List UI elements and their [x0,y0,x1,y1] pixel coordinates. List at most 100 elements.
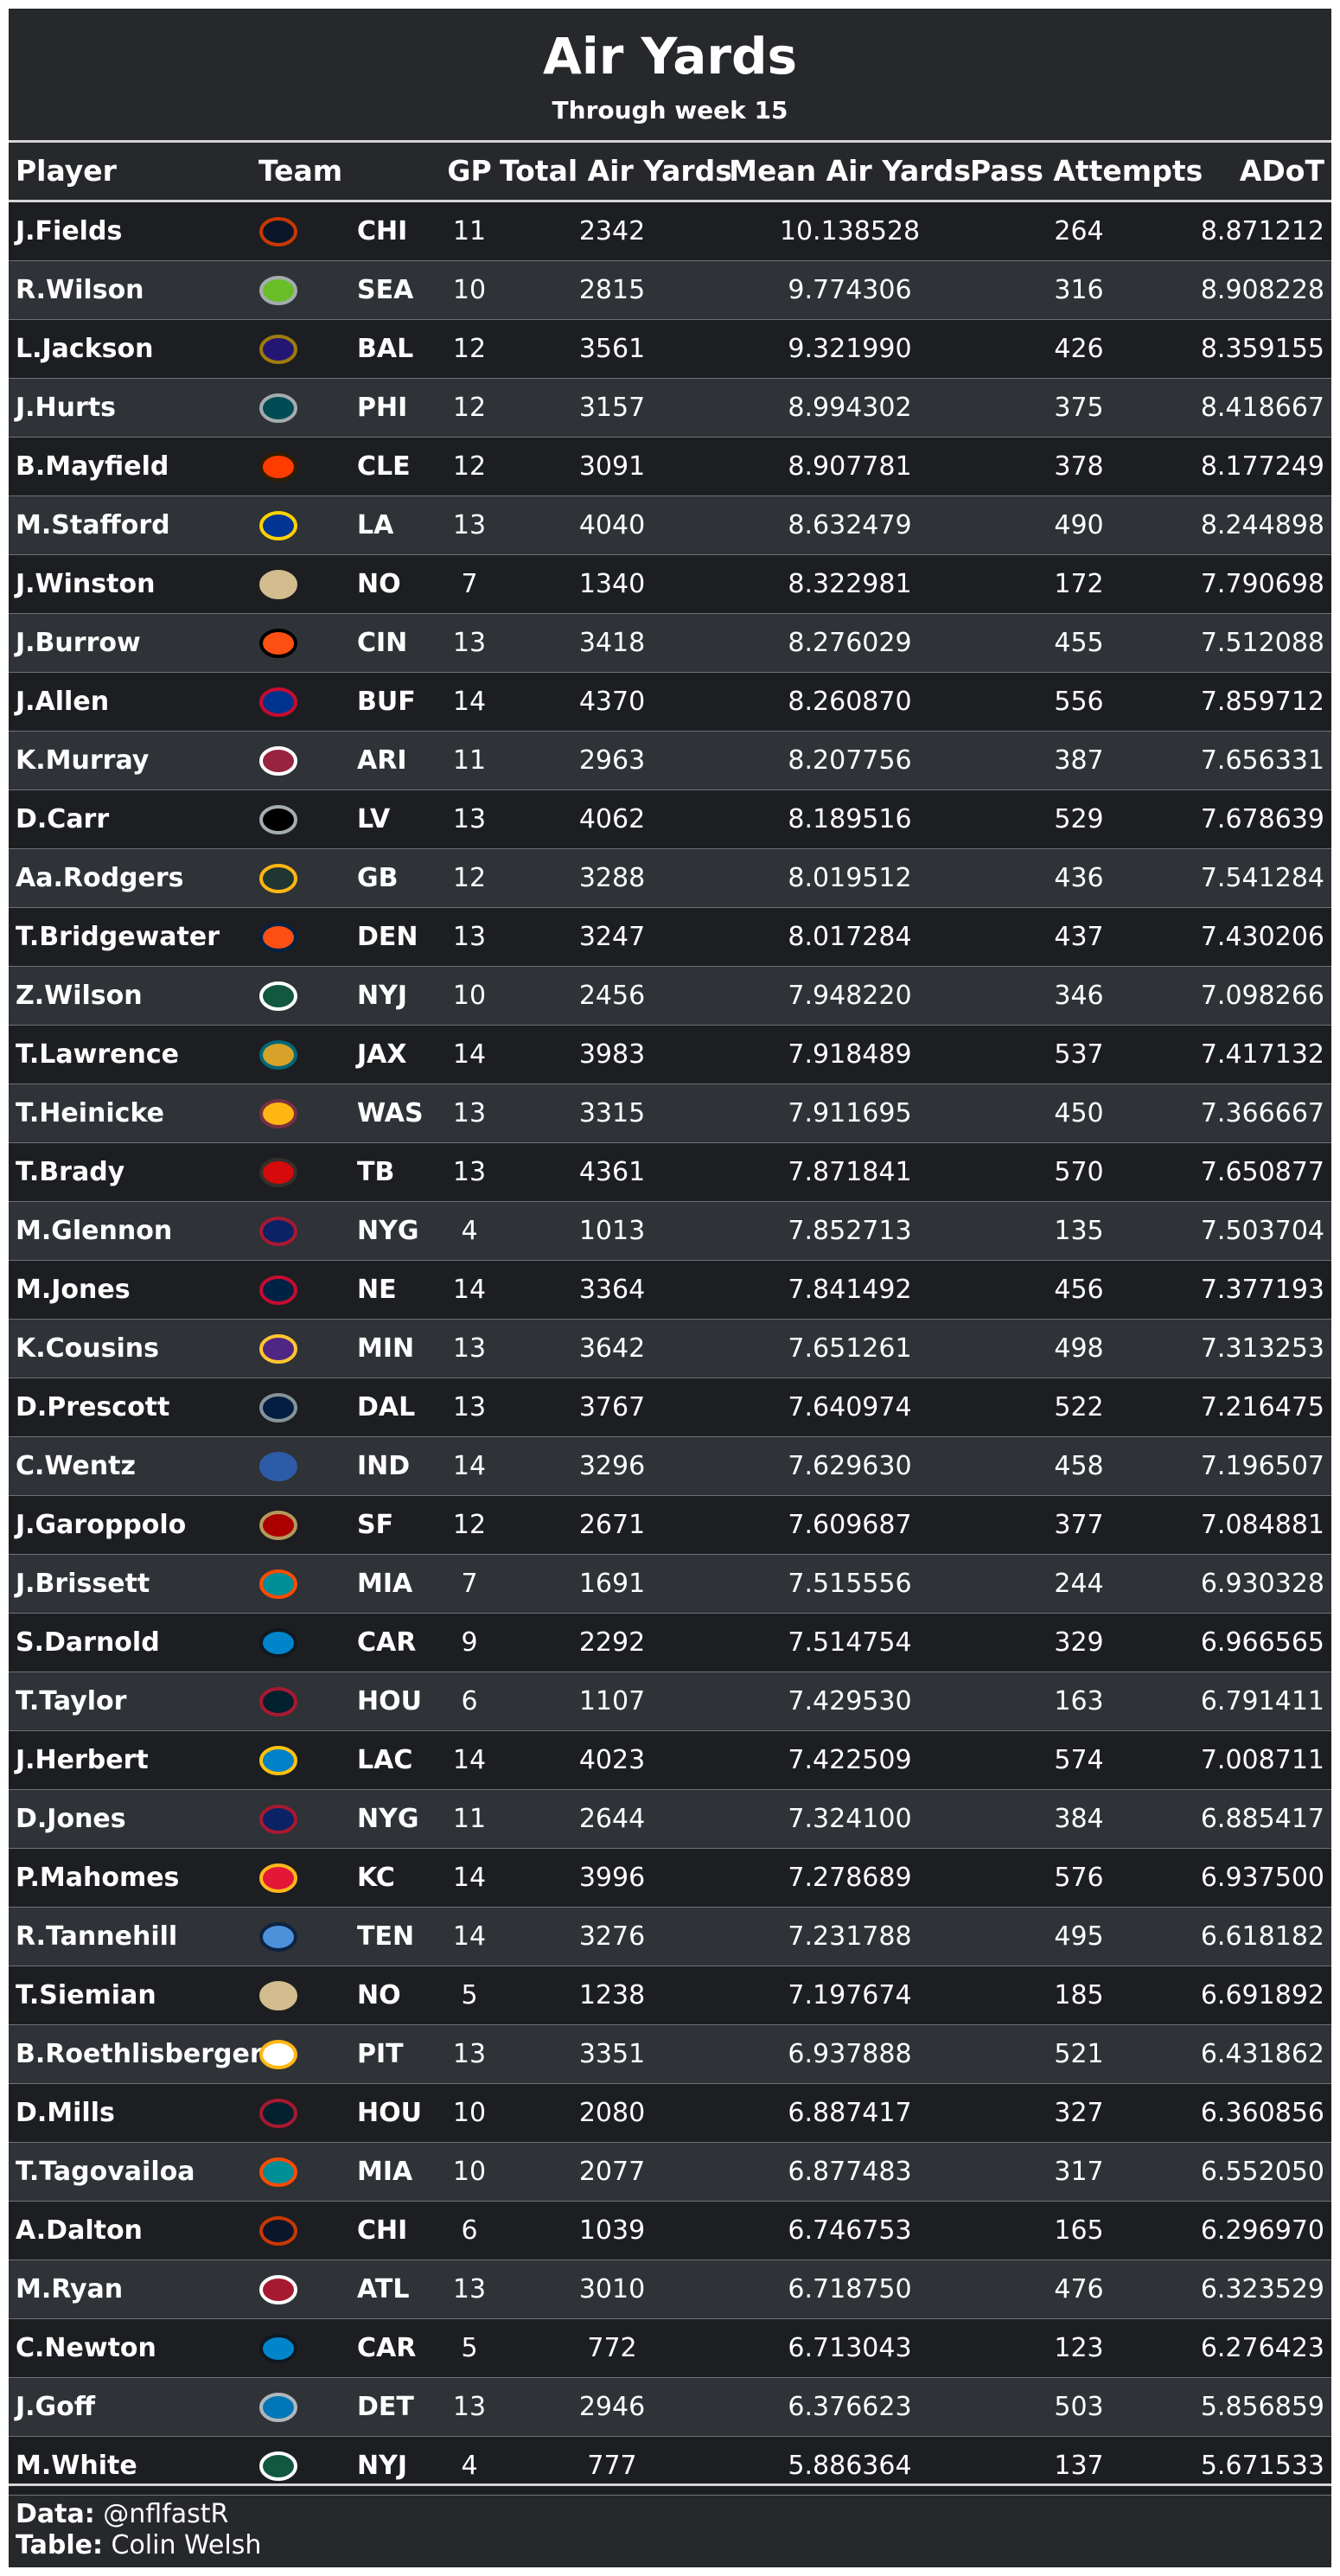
bills-logo-icon [259,687,297,717]
cell-mean-air-yards: 8.019512 [788,863,912,893]
cell-pass-attempts: 426 [1054,334,1104,364]
cell-pass-attempts: 456 [1054,1275,1104,1305]
row-separator [9,2318,1331,2319]
cell-adot: 6.791411 [1200,1686,1324,1716]
cell-player: R.Wilson [16,275,144,305]
cell-total-air-yards: 2292 [578,1627,646,1658]
falcons-logo-icon [259,2275,297,2304]
cell-gp: 13 [452,2392,487,2422]
cell-gp: 12 [452,451,487,482]
cell-gp: 10 [452,981,487,1011]
cell-player: M.Stafford [16,510,170,540]
cell-player: M.Jones [16,1275,131,1305]
row-separator [9,1260,1331,1261]
cell-total-air-yards: 1340 [578,569,646,599]
cell-adot: 6.323529 [1200,2274,1324,2304]
cell-adot: 6.552050 [1200,2157,1324,2187]
row-separator [9,1730,1331,1731]
row-separator [9,613,1331,614]
cell-mean-air-yards: 9.321990 [788,334,912,364]
table-row: T.Tagovailoa MIA 10 2077 6.877483 317 6.552050 [9,2143,1331,2202]
cell-total-air-yards: 2671 [578,1510,646,1540]
raiders-logo-icon [259,805,297,834]
row-separator [9,1907,1331,1908]
cell-pass-attempts: 576 [1054,1863,1104,1893]
cell-gp: 12 [452,393,487,423]
row-separator [9,1142,1331,1143]
cell-adot: 7.656331 [1200,745,1324,776]
cell-total-air-yards: 1107 [578,1686,646,1716]
cell-total-air-yards: 3247 [578,922,646,952]
cell-player: C.Newton [16,2333,156,2363]
cell-pass-attempts: 244 [1054,1569,1104,1599]
table-row: Aa.Rodgers GB 12 3288 8.019512 436 7.541284 [9,849,1331,908]
cell-player: T.Siemian [16,1980,156,2010]
cell-gp: 5 [461,2333,478,2363]
row-separator [9,260,1331,261]
table-row: J.Winston NO 7 1340 8.322981 172 7.790698 [9,555,1331,614]
cell-player: K.Murray [16,745,150,776]
cell-gp: 9 [461,1627,478,1658]
table-row: B.Roethlisberger PIT 13 3351 6.937888 521 6.43… [9,2025,1331,2084]
cell-adot: 7.503704 [1200,1216,1324,1246]
row-separator [9,1613,1331,1614]
table-row: D.Carr LV 13 4062 8.189516 529 7.678639 [9,790,1331,849]
table-row: K.Murray ARI 11 2963 8.207756 387 7.656331 [9,732,1331,790]
cell-player: T.Bridgewater [16,922,220,952]
cell-player: J.Allen [16,687,110,717]
cell-team: MIN [357,1333,415,1364]
cell-adot: 7.650877 [1200,1157,1324,1187]
cell-mean-air-yards: 6.713043 [788,2333,912,2363]
table-row: J.Burrow CIN 13 3418 8.276029 455 7.512088 [9,614,1331,673]
cell-mean-air-yards: 8.207756 [788,745,912,776]
cell-mean-air-yards: 9.774306 [788,275,912,305]
cell-team: LA [357,510,394,540]
cell-mean-air-yards: 6.376623 [788,2392,912,2422]
row-separator [9,1319,1331,1320]
cell-mean-air-yards: 8.017284 [788,922,912,952]
cell-pass-attempts: 521 [1054,2039,1104,2069]
chiefs-logo-icon [259,1863,297,1893]
texans-logo-icon [259,1687,297,1716]
cell-team: DEN [357,922,418,952]
cell-adot: 7.678639 [1200,804,1324,834]
cell-total-air-yards: 1238 [578,1980,646,2010]
table-row: T.Brady TB 13 4361 7.871841 570 7.650877 [9,1143,1331,1202]
cell-mean-air-yards: 7.422509 [788,1745,912,1775]
cell-team: NO [357,569,401,599]
cell-player: A.Dalton [16,2215,143,2246]
cell-total-air-yards: 1039 [578,2215,646,2246]
cell-pass-attempts: 264 [1054,216,1104,246]
cell-player: R.Tannehill [16,1921,178,1952]
cell-gp: 13 [452,1098,487,1128]
cell-player: T.Taylor [16,1686,127,1716]
bengals-logo-icon [259,629,297,658]
table-card: Air Yards Through week 15 Player Team GP… [9,9,1331,2567]
row-separator [9,672,1331,673]
row-separator [9,2142,1331,2143]
cell-gp: 13 [452,1157,487,1187]
buccaneers-logo-icon [259,1158,297,1187]
cell-adot: 6.296970 [1200,2215,1324,2246]
cell-gp: 5 [461,1980,478,2010]
cell-total-air-yards: 3276 [578,1921,646,1952]
cell-gp: 6 [461,2215,478,2246]
cell-team: SF [357,1510,394,1540]
cell-total-air-yards: 2963 [578,745,646,776]
cell-total-air-yards: 3767 [578,1392,646,1422]
cell-team: CAR [357,2333,417,2363]
cell-gp: 14 [452,1745,487,1775]
col-header-total-air-yards: Total Air Yards [500,154,732,188]
table-row: S.Darnold CAR 9 2292 7.514754 329 6.966565 [9,1614,1331,1672]
cell-mean-air-yards: 8.276029 [788,628,912,658]
cell-mean-air-yards: 7.429530 [788,1686,912,1716]
row-separator [9,319,1331,320]
cell-pass-attempts: 495 [1054,1921,1104,1952]
table-row: K.Cousins MIN 13 3642 7.651261 498 7.313253 [9,1320,1331,1378]
cell-adot: 8.244898 [1200,510,1324,540]
cell-pass-attempts: 165 [1054,2215,1104,2246]
row-separator [9,2495,1331,2496]
cell-player: P.Mahomes [16,1863,180,1893]
cell-adot: 7.512088 [1200,628,1324,658]
row-separator [9,2201,1331,2202]
